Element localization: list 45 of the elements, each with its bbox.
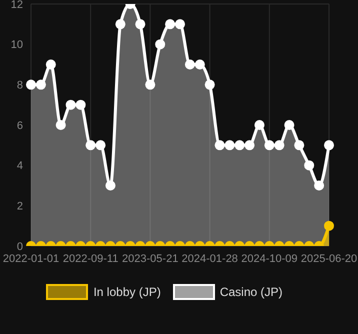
point (224, 140, 235, 150)
point (244, 140, 255, 150)
x-tick-label: 2022-09-11 (62, 252, 118, 265)
x-tick-label: 2024-01-28 (182, 252, 238, 265)
point (96, 140, 106, 150)
point (105, 180, 116, 190)
point (26, 80, 36, 90)
y-tick-label: 8 (16, 80, 23, 92)
point (36, 80, 46, 90)
x-tick-label: 2022-01-01 (2, 252, 60, 265)
x-tick-label: 2023-05-21 (122, 252, 178, 265)
point (86, 140, 96, 150)
point (204, 80, 215, 90)
point (145, 80, 156, 90)
y-tick-label: 10 (10, 39, 23, 52)
point (66, 100, 76, 110)
point (214, 140, 225, 150)
point (264, 140, 274, 150)
point (76, 100, 86, 110)
legend-label: In lobby (JP) (93, 285, 161, 299)
x-tick-label: 2024-10-09 (241, 252, 298, 265)
point (284, 120, 294, 130)
point (324, 140, 334, 150)
point (234, 140, 245, 150)
point (294, 140, 304, 150)
point (165, 19, 176, 30)
point (194, 60, 205, 70)
point (314, 180, 324, 190)
point (135, 19, 146, 30)
point (155, 39, 166, 50)
point (274, 140, 284, 150)
point (254, 120, 264, 130)
point (175, 19, 185, 30)
point (304, 160, 314, 170)
y-tick-label: 12 (10, 0, 23, 11)
point (46, 60, 56, 70)
point (115, 19, 126, 30)
y-tick-label: 4 (16, 160, 23, 172)
y-tick-label: 2 (16, 200, 23, 213)
point (184, 60, 195, 70)
legend-label: Casino (JP) (220, 285, 283, 299)
y-tick-label: 0 (16, 240, 23, 253)
x-tick-label: 2025-06-20 (300, 252, 358, 265)
point (56, 120, 66, 130)
y-tick-label: 6 (16, 120, 23, 132)
